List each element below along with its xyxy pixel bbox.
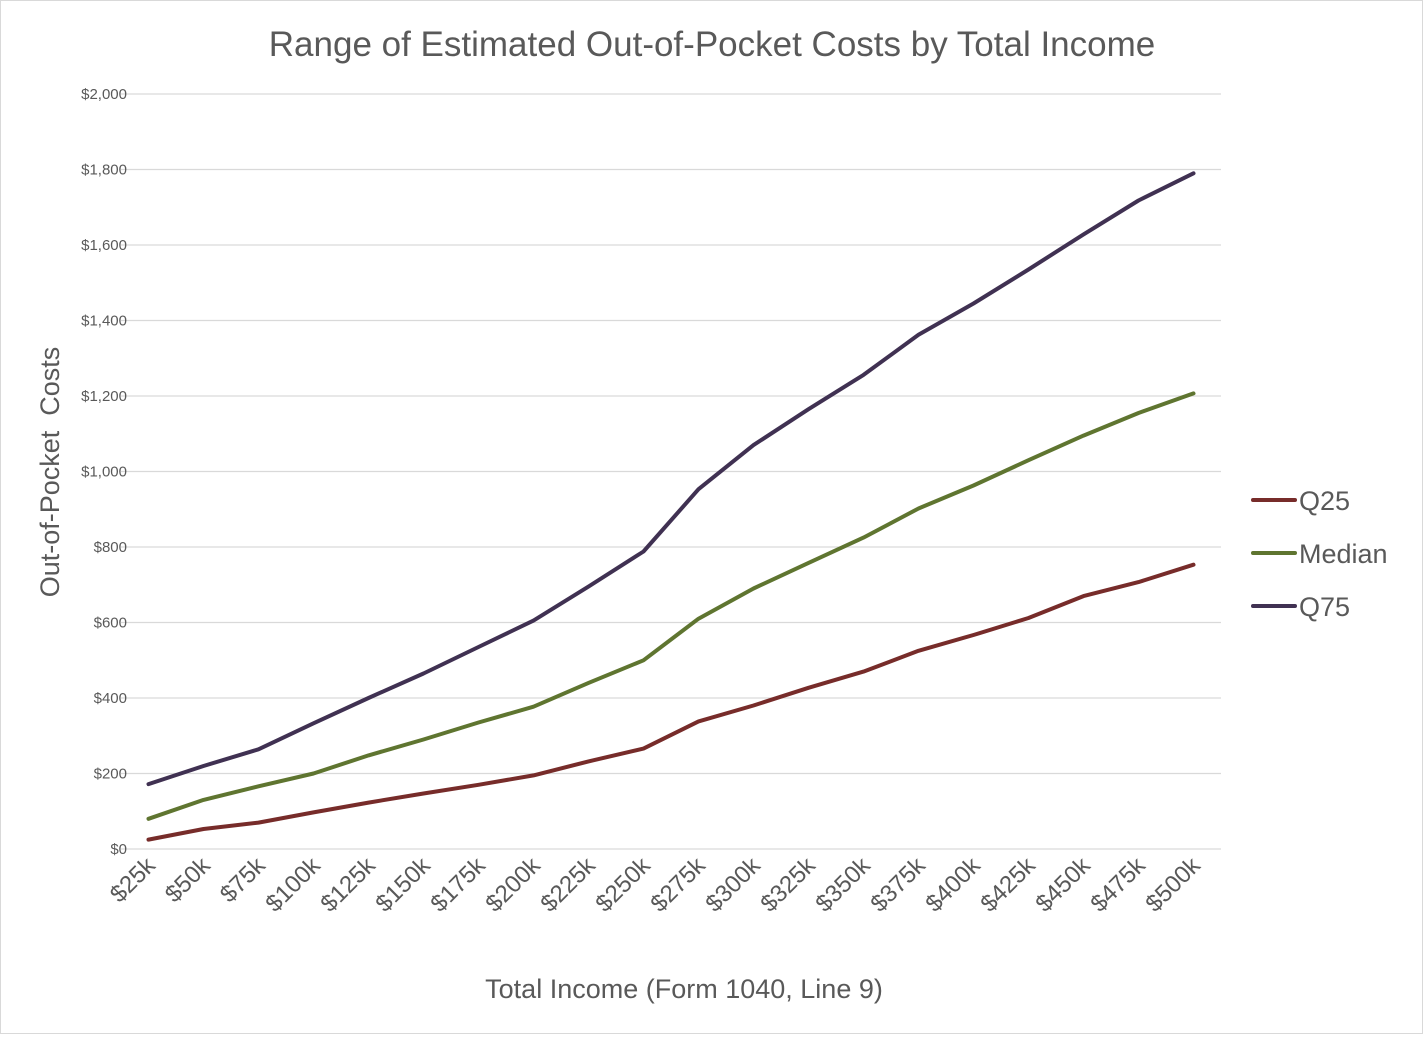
legend-label: Median <box>1299 539 1388 569</box>
x-tick-label: $150k <box>370 851 436 917</box>
x-axis-label: Total Income (Form 1040, Line 9) <box>485 974 883 1004</box>
y-tick-label: $0 <box>110 841 127 858</box>
x-tick-label: $100k <box>260 851 326 917</box>
x-tick-label: $275k <box>645 851 711 917</box>
x-tick-label: $500k <box>1140 851 1206 917</box>
legend-label: Q25 <box>1299 486 1350 516</box>
series-line-median <box>146 391 1196 821</box>
x-tick-label: $125k <box>315 851 381 917</box>
chart-title: Range of Estimated Out-of-Pocket Costs b… <box>269 25 1155 64</box>
x-tick-label: $200k <box>480 851 546 917</box>
legend-item-q25: Q25 <box>1251 486 1350 516</box>
x-tick-label: $450k <box>1030 851 1096 917</box>
y-tick-label: $1,600 <box>81 237 127 254</box>
x-tick-label: $50k <box>160 851 217 908</box>
y-tick-label: $400 <box>94 690 127 707</box>
y-axis-label: Out-of-Pocket Costs <box>35 347 65 598</box>
x-tick-label: $375k <box>865 851 931 917</box>
x-axis-ticks: $25k $50k $75k$100k$125k$150k$175k$200k$22… <box>105 851 1207 917</box>
y-tick-label: $600 <box>94 615 127 632</box>
series-lines <box>146 171 1196 842</box>
y-tick-label: $200 <box>94 766 127 783</box>
x-tick-label: $300k <box>700 851 766 917</box>
y-tick-label: $800 <box>94 539 127 556</box>
legend-item-q75: Q75 <box>1251 592 1350 622</box>
gridlines <box>121 93 1221 850</box>
y-tick-label: $1,200 <box>81 388 127 405</box>
y-tick-label: $2,000 <box>81 86 127 103</box>
legend-label: Q75 <box>1299 592 1350 622</box>
x-tick-label: $350k <box>810 851 876 917</box>
y-axis-ticks: $0 $200 $400 $600 $800 $1,000 $1,200 $1,400 $1,6… <box>81 86 127 858</box>
y-tick-label: $1,800 <box>81 162 127 179</box>
x-tick-label: $175k <box>425 851 491 917</box>
series-line-q75 <box>146 171 1196 787</box>
x-tick-label: $250k <box>590 851 656 917</box>
y-tick-label: $1,000 <box>81 464 127 481</box>
x-tick-label: $225k <box>535 851 601 917</box>
x-tick-label: $425k <box>975 851 1041 917</box>
x-tick-label: $325k <box>755 851 821 917</box>
y-tick-label: $1,400 <box>81 313 127 330</box>
x-tick-label: $25k <box>105 851 162 908</box>
series-line-q25 <box>146 562 1196 842</box>
legend: Q25 Median Q75 <box>1251 486 1388 622</box>
legend-item-median: Median <box>1251 539 1388 569</box>
x-tick-label: $400k <box>920 851 986 917</box>
x-tick-label: $475k <box>1085 851 1151 917</box>
